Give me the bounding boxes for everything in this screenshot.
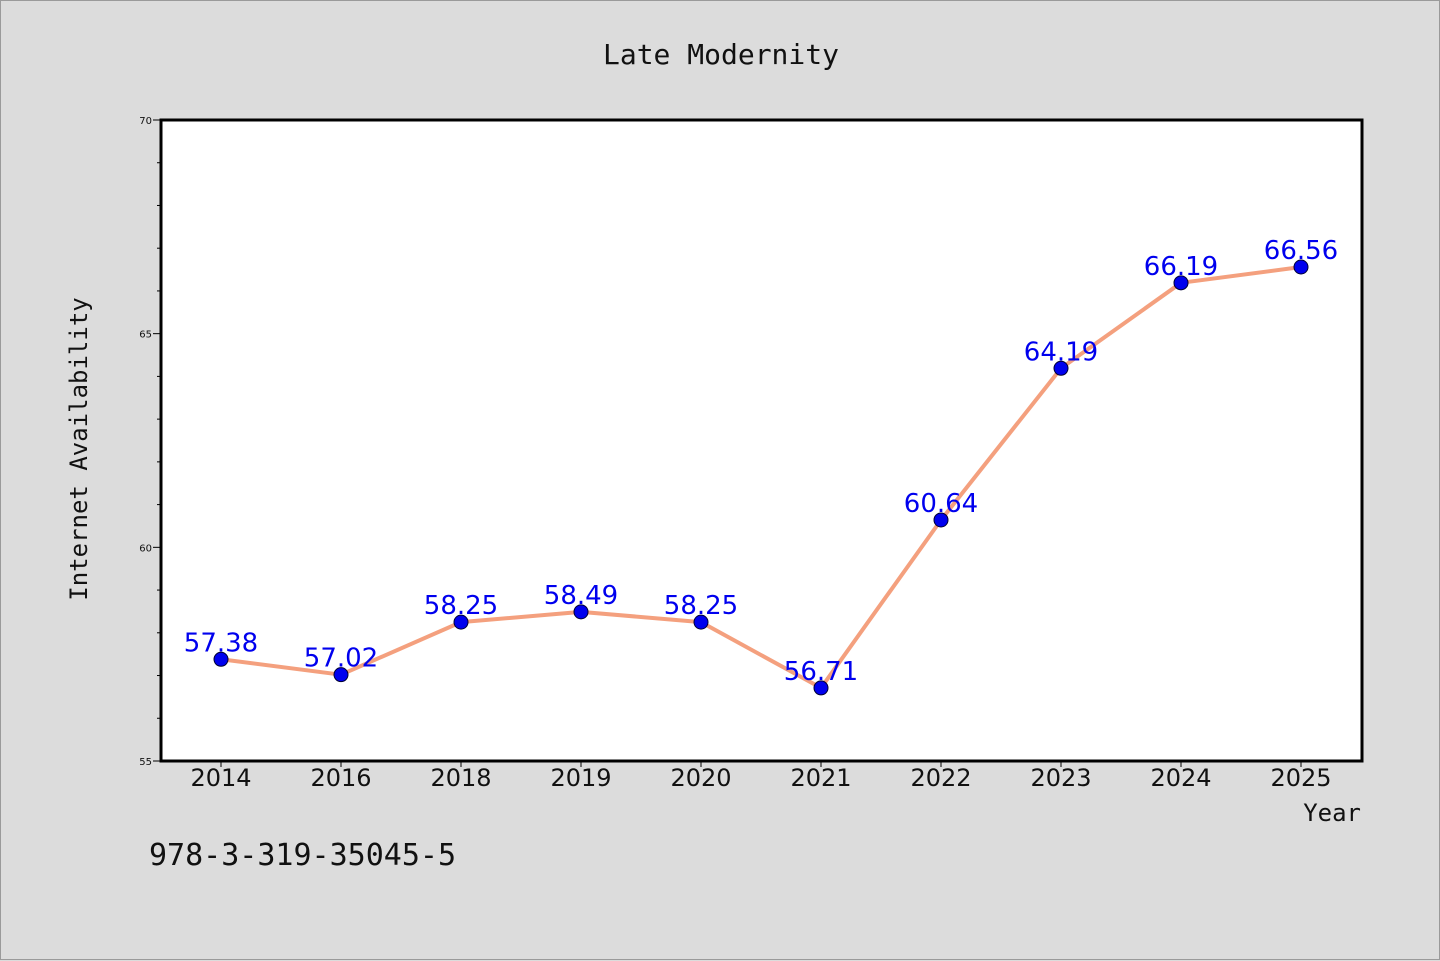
- x-axis: 2014 2016 2018 2019 2020 2021 2022 2023 2024 2025: [190, 761, 1332, 792]
- y-tick-label: 70: [139, 116, 152, 127]
- data-label: 66.19: [1144, 252, 1218, 282]
- data-label: 57.38: [184, 628, 258, 658]
- data-point: [453, 614, 469, 630]
- data-point: [813, 680, 829, 696]
- data-point: [1053, 360, 1069, 376]
- x-tick-label: 2016: [310, 764, 371, 792]
- y-axis-label: Internet Availability: [65, 297, 93, 600]
- y-tick-label: 65: [139, 330, 152, 341]
- y-tick-label: 60: [139, 543, 152, 554]
- data-point: [1293, 259, 1309, 275]
- x-tick-label: 2025: [1270, 764, 1331, 792]
- chart-title: Late Modernity: [603, 38, 839, 71]
- x-tick-label: 2018: [430, 764, 491, 792]
- data-points: [213, 259, 1309, 696]
- data-point: [573, 604, 589, 620]
- y-tick-label: 55: [139, 757, 152, 768]
- x-tick-label: 2022: [910, 764, 971, 792]
- x-tick-label: 2024: [1150, 764, 1211, 792]
- data-label: 58.25: [664, 591, 738, 621]
- x-tick-label: 2019: [550, 764, 611, 792]
- data-label: 56.71: [784, 657, 858, 687]
- data-point: [933, 512, 949, 528]
- plot-border: [159, 118, 1364, 763]
- data-label: 58.49: [544, 581, 618, 611]
- data-point: [693, 614, 709, 630]
- data-label: 60.64: [904, 489, 978, 519]
- isbn-text: 978-3-319-35045-5: [149, 838, 456, 873]
- data-label: 58.25: [424, 591, 498, 621]
- data-label: 57.02: [304, 644, 378, 674]
- data-point: [333, 667, 349, 683]
- data-label: 64.19: [1024, 337, 1098, 367]
- data-point: [213, 651, 229, 667]
- x-tick-label: 2021: [790, 764, 851, 792]
- data-labels: 57.38 57.02 58.25 58.49 58.25 56.71 60.64 64.19…: [184, 236, 1338, 687]
- x-tick-label: 2023: [1030, 764, 1091, 792]
- data-point: [1173, 275, 1189, 291]
- x-axis-label: Year: [1303, 799, 1361, 827]
- x-tick-label: 2020: [670, 764, 731, 792]
- series-line: [220, 265, 1302, 690]
- x-tick-label: 2014: [190, 764, 251, 792]
- data-label: 66.56: [1264, 236, 1338, 266]
- y-axis: 55 60 65 70: [139, 116, 161, 768]
